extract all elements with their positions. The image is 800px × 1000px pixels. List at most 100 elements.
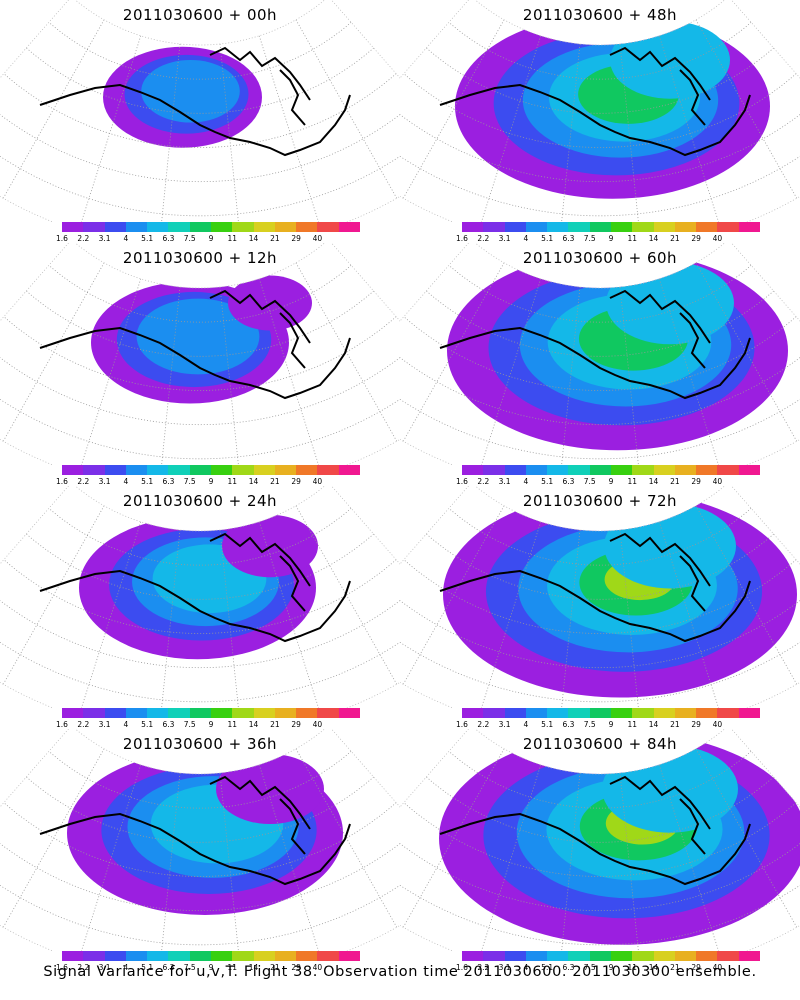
colorbar-label: 11 — [627, 477, 638, 486]
latitude-gridline — [448, 507, 752, 566]
coastline — [39, 289, 351, 400]
colorbar-label: 40 — [312, 477, 323, 486]
longitude-gridline — [258, 35, 322, 222]
longitude-gridline — [78, 764, 142, 951]
colorbar-swatch — [168, 708, 190, 718]
colorbar-swatch — [589, 951, 611, 961]
colorbar-label: 7.5 — [183, 234, 196, 243]
colorbar-swatch — [338, 465, 360, 475]
latitude-gridline — [26, 290, 374, 357]
panel-title: 2011030600 + 36h — [122, 735, 278, 753]
colorbar-label: 1.6 — [56, 720, 68, 729]
colorbar-swatch — [547, 708, 569, 718]
colorbar-swatch — [125, 222, 148, 232]
colorbar-label: 4 — [123, 234, 129, 243]
longitude-gridline — [619, 529, 642, 708]
colorbar-label: 40 — [712, 720, 723, 729]
colorbar-swatch — [653, 222, 675, 232]
colorbar-label: 5.1 — [541, 720, 554, 729]
colorbar-label: 3.1 — [498, 963, 511, 972]
colorbar-swatch — [210, 708, 233, 718]
colorbar-label: 21 — [270, 963, 280, 972]
colorbar-swatch — [338, 951, 360, 961]
longitude-gridline — [658, 278, 722, 465]
colorbar-swatch — [653, 708, 675, 718]
colorbar-swatch — [232, 222, 254, 232]
colorbar-label: 2.2 — [77, 234, 90, 243]
panel-title: 2011030600 + 48h — [522, 6, 678, 24]
colorbar-swatch — [568, 708, 590, 718]
colorbar-labels: 1.6 2.2 3.1 4 5.1 6.3 7.5 9 11 14 21 29 40 — [456, 963, 760, 973]
colorbar-swatch — [83, 465, 105, 475]
map-plot — [400, 243, 800, 465]
longitude-gridline — [402, 262, 505, 442]
colorbar-swatch — [717, 951, 739, 961]
latitude-gridline — [3, 316, 397, 391]
forecast-panel: 2011030600 + 72h 1.6 2.2 3.1 4 5.1 6.3 7.5 9 11 14… — [400, 486, 800, 729]
longitude-gridline — [558, 529, 581, 708]
longitude-gridline — [219, 286, 242, 465]
variance-contour — [141, 59, 240, 123]
colorbar-swatch — [504, 465, 526, 475]
colorbar-swatch — [338, 222, 360, 232]
colorbar-labels: 1.6 2.2 3.1 4 5.1 6.3 7.5 9 11 14 21 29 40 — [56, 477, 360, 487]
colorbar-label: 7.5 — [583, 720, 596, 729]
colorbar — [462, 222, 760, 232]
coastline — [39, 775, 351, 886]
colorbar-label: 6.3 — [162, 720, 175, 729]
colorbar-swatch — [317, 465, 339, 475]
panel-title: 2011030600 + 84h — [522, 735, 678, 753]
colorbar-label: 9 — [208, 477, 214, 486]
colorbar-label: 2.2 — [477, 234, 490, 243]
colorbar-swatch — [168, 465, 190, 475]
colorbar-swatch — [253, 222, 275, 232]
colorbar-label: 14 — [648, 720, 659, 729]
colorbar-label: 6.3 — [562, 963, 575, 972]
latitude-gridline — [426, 776, 774, 843]
colorbar-swatch — [125, 465, 148, 475]
colorbar-label: 7.5 — [583, 477, 596, 486]
colorbar-label: 14 — [248, 720, 259, 729]
coastline — [39, 532, 351, 643]
colorbar-swatch — [296, 951, 318, 961]
colorbar-label: 5.1 — [541, 963, 554, 972]
colorbar-label: 14 — [248, 234, 259, 243]
longitude-gridline — [2, 505, 105, 685]
colorbar-label: 40 — [312, 963, 323, 972]
colorbar-swatch — [147, 222, 169, 232]
colorbar — [62, 222, 360, 232]
colorbar-label: 14 — [648, 477, 659, 486]
colorbar-label: 11 — [227, 234, 238, 243]
colorbar-swatch — [462, 951, 484, 961]
colorbar-swatch — [253, 465, 275, 475]
colorbar-label: 11 — [627, 963, 638, 972]
colorbar-swatch — [504, 951, 526, 961]
longitude-gridline — [558, 772, 581, 951]
longitude-gridline — [478, 278, 542, 465]
latitude-gridline — [48, 507, 352, 566]
colorbar-label: 9 — [608, 963, 614, 972]
map-plot — [0, 243, 400, 465]
colorbar-label: 4 — [123, 720, 129, 729]
colorbar-label: 14 — [648, 234, 659, 243]
colorbar-swatch — [504, 222, 526, 232]
colorbar-label: 6.3 — [562, 720, 575, 729]
colorbar-swatch — [168, 951, 190, 961]
colorbar-label: 1.6 — [456, 720, 468, 729]
colorbar-swatch — [317, 222, 339, 232]
colorbar-label: 11 — [227, 963, 238, 972]
colorbar-swatch — [547, 465, 569, 475]
colorbar-label: 5.1 — [141, 477, 154, 486]
colorbar-swatch — [547, 222, 569, 232]
colorbar-label: 5.1 — [141, 963, 154, 972]
colorbar-swatch — [483, 465, 505, 475]
latitude-gridline — [26, 533, 374, 600]
longitude-gridline — [558, 43, 581, 222]
colorbar-label: 4 — [123, 477, 129, 486]
colorbar-label: 7.5 — [583, 234, 596, 243]
latitude-gridline — [426, 533, 774, 600]
colorbar-label: 29 — [691, 234, 701, 243]
colorbar-swatch — [738, 951, 760, 961]
colorbar-label: 7.5 — [183, 720, 196, 729]
longitude-gridline — [619, 43, 642, 222]
